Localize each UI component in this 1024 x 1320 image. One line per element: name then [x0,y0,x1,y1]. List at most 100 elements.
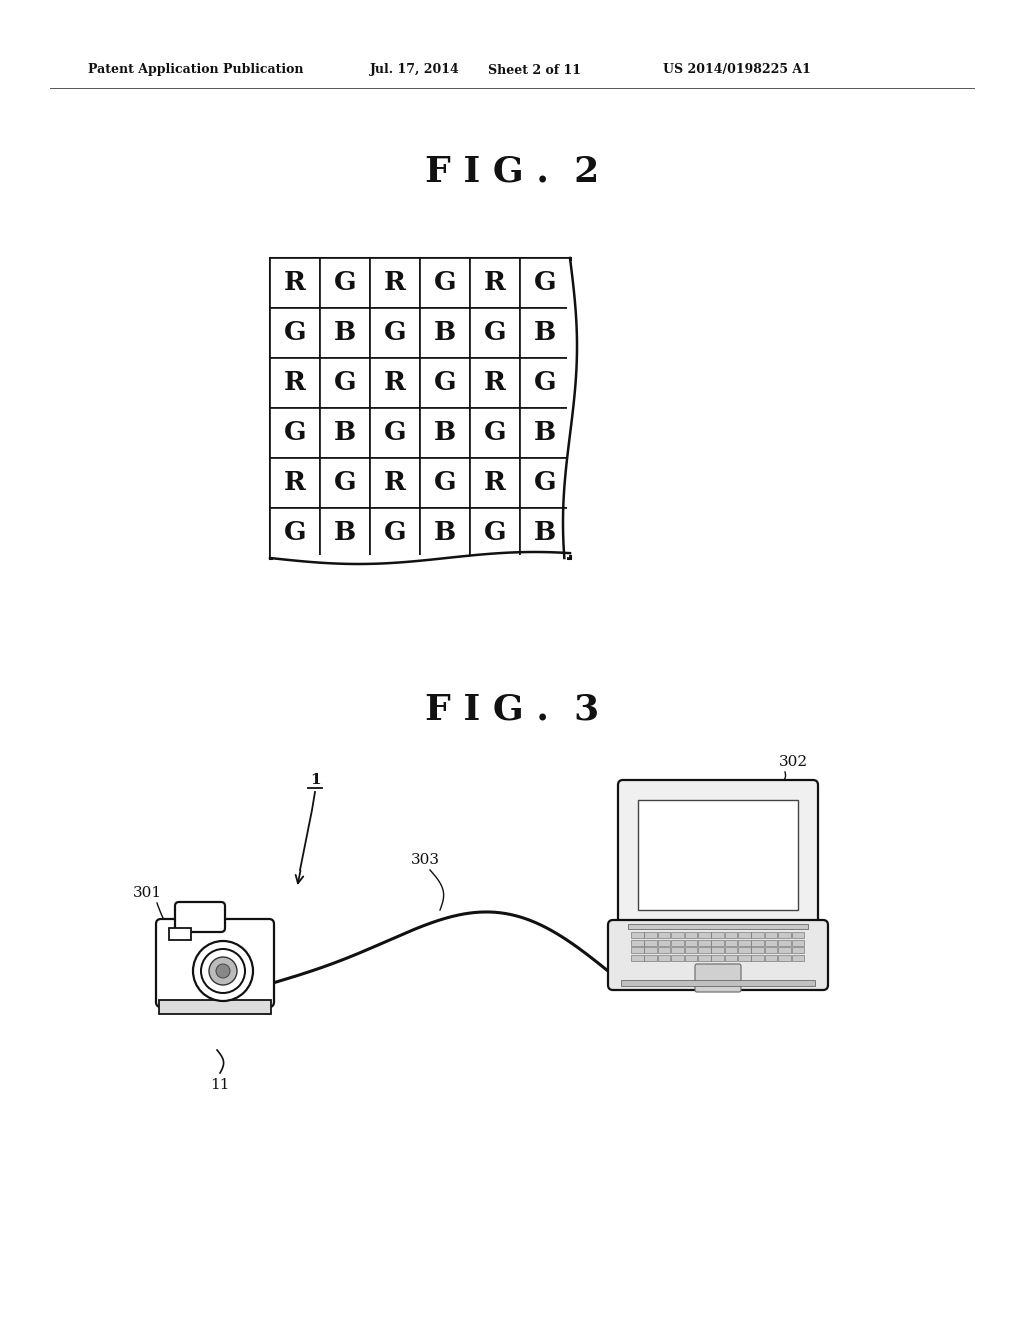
Bar [778,954,791,961]
Bar [725,946,737,953]
Bar [270,257,570,558]
Bar [765,932,777,939]
Bar [319,508,370,558]
Bar [778,946,791,953]
Bar [738,954,751,961]
Text: G: G [384,421,407,446]
FancyBboxPatch shape [618,780,818,931]
Bar [765,954,777,961]
Text: R: R [484,371,506,396]
Text: 301: 301 [132,886,162,900]
Bar [470,458,520,508]
Text: B: B [534,520,556,545]
Bar [420,257,470,308]
Bar [370,308,420,358]
Text: B: B [434,321,456,346]
FancyBboxPatch shape [175,902,225,932]
Bar [765,940,777,946]
Text: G: G [334,470,356,495]
Text: G: G [284,321,306,346]
Text: B: B [334,520,356,545]
Bar [657,946,671,953]
Text: G: G [334,371,356,396]
Circle shape [193,941,253,1001]
Text: G: G [384,520,407,545]
Bar [420,308,470,358]
Bar [638,800,798,909]
Text: B: B [434,421,456,446]
Bar [319,358,370,408]
Bar [644,940,657,946]
Bar [671,954,684,961]
Bar [671,940,684,946]
Bar [520,358,570,408]
Bar [698,932,711,939]
Bar [420,458,470,508]
Bar [520,408,570,458]
Text: G: G [334,271,356,296]
Bar [725,954,737,961]
Text: R: R [284,470,306,495]
Text: G: G [434,470,457,495]
Bar [657,932,671,939]
Bar [738,940,751,946]
Text: G: G [284,421,306,446]
Text: 11: 11 [210,1078,229,1092]
Bar [169,928,191,940]
Bar [631,946,644,953]
Text: B: B [434,520,456,545]
Bar [657,940,671,946]
Bar [778,940,791,946]
Text: B: B [334,321,356,346]
Bar [738,932,751,939]
Bar [778,932,791,939]
Bar [319,308,370,358]
Bar [270,458,319,508]
Text: G: G [534,271,556,296]
Circle shape [201,949,245,993]
Bar [270,308,319,358]
Text: 1: 1 [309,774,321,787]
Text: F I G .  2: F I G . 2 [425,154,599,189]
Text: G: G [434,271,457,296]
Bar [470,408,520,458]
Text: B: B [334,421,356,446]
Text: G: G [483,321,506,346]
Bar [752,954,764,961]
Bar [684,932,697,939]
Bar [319,458,370,508]
Bar [370,408,420,458]
Text: R: R [284,271,306,296]
Text: Patent Application Publication: Patent Application Publication [88,63,303,77]
Text: F I G .  3: F I G . 3 [425,693,599,727]
FancyBboxPatch shape [608,920,828,990]
Text: Sheet 2 of 11: Sheet 2 of 11 [488,63,581,77]
Text: G: G [534,470,556,495]
Text: 302: 302 [778,755,808,770]
Bar [712,946,724,953]
Bar [671,932,684,939]
Bar [470,257,520,308]
Bar [631,932,644,939]
Bar [270,358,319,408]
Bar [420,408,470,458]
Bar [644,932,657,939]
Bar [698,940,711,946]
Bar [752,940,764,946]
Bar [738,946,751,953]
Bar [159,1001,271,1014]
Bar [712,932,724,939]
Bar [319,257,370,308]
Bar [470,508,520,558]
Circle shape [209,957,237,985]
Bar [273,554,567,576]
Bar [752,946,764,953]
FancyBboxPatch shape [695,964,741,993]
Text: R: R [284,371,306,396]
Text: R: R [484,470,506,495]
Text: R: R [384,470,406,495]
Text: G: G [534,371,556,396]
Bar [567,261,587,554]
Bar [520,508,570,558]
Text: US 2014/0198225 A1: US 2014/0198225 A1 [663,63,811,77]
